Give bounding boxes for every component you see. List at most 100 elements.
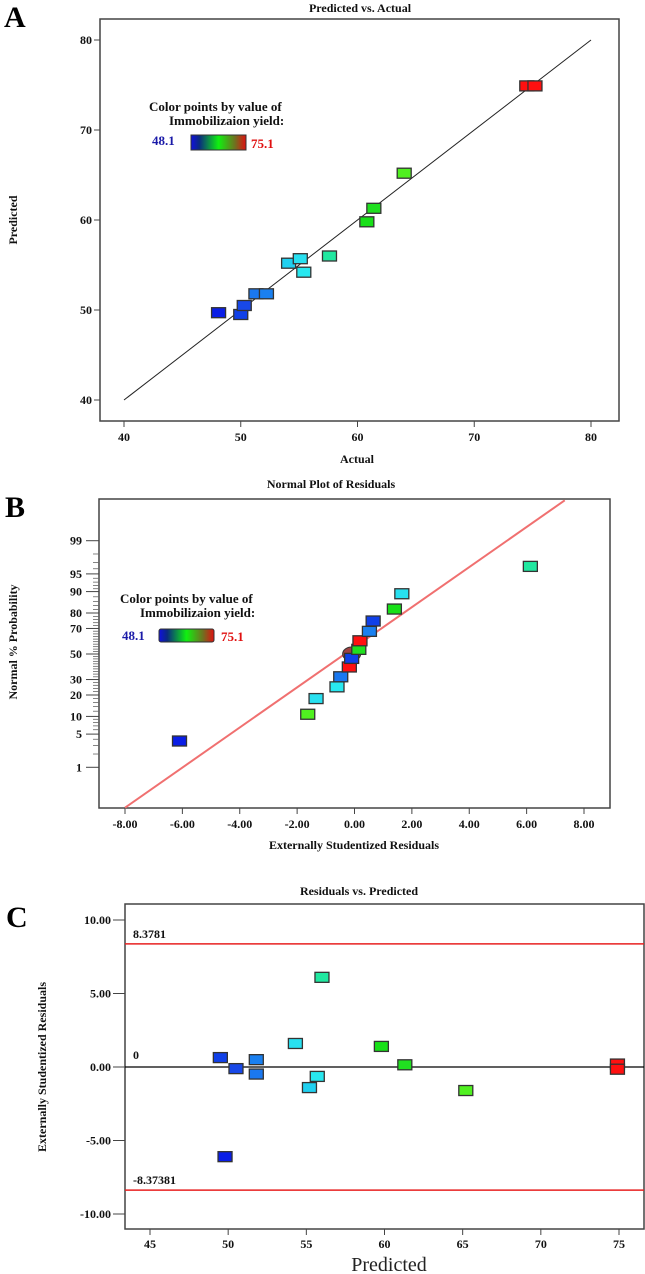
data-point-c [287,1037,304,1050]
x-tick-label-b: -6.00 [170,817,195,831]
x-tick-label-b: 2.00 [401,817,422,831]
legend-line2-a: Immobilizaion yield: [169,113,284,128]
x-axis-label-c: Predicted [351,1254,427,1274]
x-tick-label-a: 80 [585,430,597,444]
data-point-c [301,1081,318,1094]
x-axis-label-b: Externally Studentized Residuals [269,838,439,852]
data-point-c [458,1084,474,1097]
legend-max-b: 75.1 [221,629,244,644]
data-point-b [171,735,188,747]
x-axis-label-a: Actual [340,452,375,466]
x-tick-label-b: 8.00 [574,817,595,831]
chart-title-b: Normal Plot of Residuals [267,477,396,491]
data-point-b [352,635,368,647]
y-tick-label-c: 0.00 [90,1060,111,1074]
data-point-a [359,216,375,228]
x-tick-label-b: 0.00 [344,817,365,831]
data-point-b [365,615,381,627]
data-point-a [258,288,275,300]
data-point-b [333,671,349,683]
x-tick-label-c: 75 [613,1237,625,1251]
y-tick-label-b: 10 [70,709,82,723]
y-tick-label-a: 50 [80,303,92,317]
y-tick-label-b: 20 [70,688,82,702]
x-tick-label-b: -8.00 [113,817,138,831]
y-tick-label-b: 90 [70,585,82,599]
data-point-a [296,266,312,278]
x-tick-label-c: 60 [379,1237,391,1251]
data-point-b [522,560,539,573]
y-tick-label-b: 30 [70,673,82,687]
data-point-c [228,1062,244,1075]
data-point-b [308,692,324,705]
y-tick-label-b: 5 [76,727,82,741]
x-tick-label-c: 65 [457,1237,469,1251]
panel-a: A Predicted vs. Actual 40 50 60 70 80 40 50 60 7… [4,1,620,466]
panel-b: B Normal Plot of Residuals -8.00 -6.00 -4.… [5,477,611,852]
data-point-a [396,167,412,179]
data-point-c [373,1040,390,1053]
legend-gradient-a [190,134,247,151]
y-tick-label-c: 10.00 [84,913,111,927]
legend-min-a: 48.1 [152,133,175,148]
y-tick-label-c: -5.00 [86,1134,111,1148]
x-tick-label-a: 40 [118,430,130,444]
data-point-b [329,681,345,693]
y-tick-label-b: 99 [70,534,82,548]
data-point-a [210,307,227,319]
zero-line-label-c: 0 [133,1048,139,1062]
panel-label-b: B [5,491,25,524]
data-point-c [397,1059,413,1071]
x-tick-label-b: 6.00 [516,817,537,831]
legend-line1-b: Color points by value of [120,591,253,606]
x-tick-label-c: 50 [222,1237,234,1251]
data-point-c [248,1068,264,1080]
reference-line-a [123,39,592,401]
y-tick-label-c: -10.00 [80,1207,111,1221]
data-point-c [248,1054,264,1066]
data-point-b [361,625,378,638]
data-point-a [292,253,308,265]
chart-title-a: Predicted vs. Actual [309,1,412,15]
limit-line-label-c: -8.37381 [133,1173,176,1187]
data-point-c [212,1051,229,1064]
data-point-c [217,1151,233,1163]
x-tick-label-b: 4.00 [459,817,480,831]
x-tick-label-b: -2.00 [285,817,310,831]
color-legend-a: Color points by value of Immobilizaion y… [149,99,284,151]
panel-label-a: A [4,1,26,34]
y-tick-label-b: 1 [76,760,82,774]
y-tick-label-b: 70 [70,621,82,635]
data-point-c [609,1063,626,1075]
data-point-a [321,250,338,262]
y-tick-label-b: 80 [70,606,82,620]
color-legend-b: Color points by value of Immobilizaion y… [120,591,255,644]
legend-max-a: 75.1 [251,136,274,151]
data-point-c [309,1070,325,1083]
x-tick-label-b: -4.00 [227,817,252,831]
legend-line1-a: Color points by value of [149,99,282,114]
legend-gradient-b [158,628,215,643]
y-tick-label-a: 60 [80,213,92,227]
y-axis-label-a: Predicted [6,195,20,244]
x-tick-label-c: 45 [144,1237,156,1251]
legend-line2-b: Immobilizaion yield: [140,605,255,620]
y-tick-label-b: 95 [70,567,82,581]
x-tick-label-a: 50 [235,430,247,444]
x-tick-label-a: 70 [468,430,480,444]
data-point-c [314,971,330,983]
y-tick-label-c: 5.00 [90,987,111,1001]
y-tick-label-b: 50 [70,647,82,661]
panel-c: C Residuals vs. Predicted 45 50 55 60 65 70 75… [6,884,645,1274]
limit-line-label-c: 8.3781 [133,927,166,941]
data-point-b [300,708,316,720]
y-tick-label-a: 80 [80,33,92,47]
data-point-a [366,202,382,214]
y-tick-label-a: 70 [80,123,92,137]
y-axis-label-b: Normal % Probability [6,584,20,699]
legend-min-b: 48.1 [122,628,145,643]
data-point-b [394,588,410,600]
data-point-a [236,299,252,312]
panel-label-c: C [6,901,28,934]
